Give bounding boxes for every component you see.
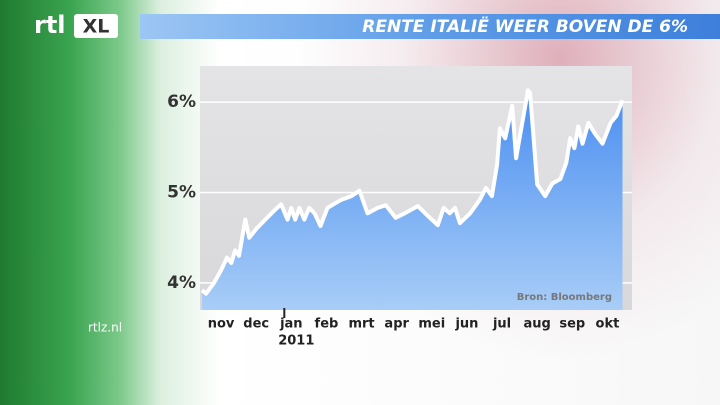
area <box>202 90 623 311</box>
x-tick-label: jun <box>454 317 478 332</box>
site-url: rtlz.nl <box>88 321 122 335</box>
x-tick-label: feb <box>315 317 339 332</box>
x-tick-label: nov <box>208 317 235 332</box>
x-tick-label: mei <box>418 317 445 332</box>
logo-badge-text: XL <box>83 16 110 38</box>
x-tick-label: apr <box>384 317 409 332</box>
x-tick-label: mrt <box>348 317 374 332</box>
x-tick-label: dec <box>243 317 269 332</box>
x-tick-label: sep <box>559 317 585 332</box>
chart-title: RENTE ITALIË WEER BOVEN DE 6% <box>362 15 688 37</box>
y-tick-label: 5% <box>167 183 196 203</box>
line <box>200 88 625 296</box>
x-tick-label: aug <box>523 317 550 332</box>
plot <box>200 88 632 311</box>
x-tick-label: jul <box>492 317 511 332</box>
title-bar <box>140 14 720 39</box>
x-tick-label: jan <box>279 317 302 332</box>
logo-badge <box>74 14 118 38</box>
source: Bron: Bloomberg <box>517 292 612 303</box>
y-tick-label: 4% <box>167 273 196 293</box>
x-tick-label: okt <box>596 317 620 332</box>
y-tick-label: 6% <box>167 92 196 112</box>
logo: rtl <box>34 11 66 39</box>
year-label: 2011 <box>278 334 314 349</box>
